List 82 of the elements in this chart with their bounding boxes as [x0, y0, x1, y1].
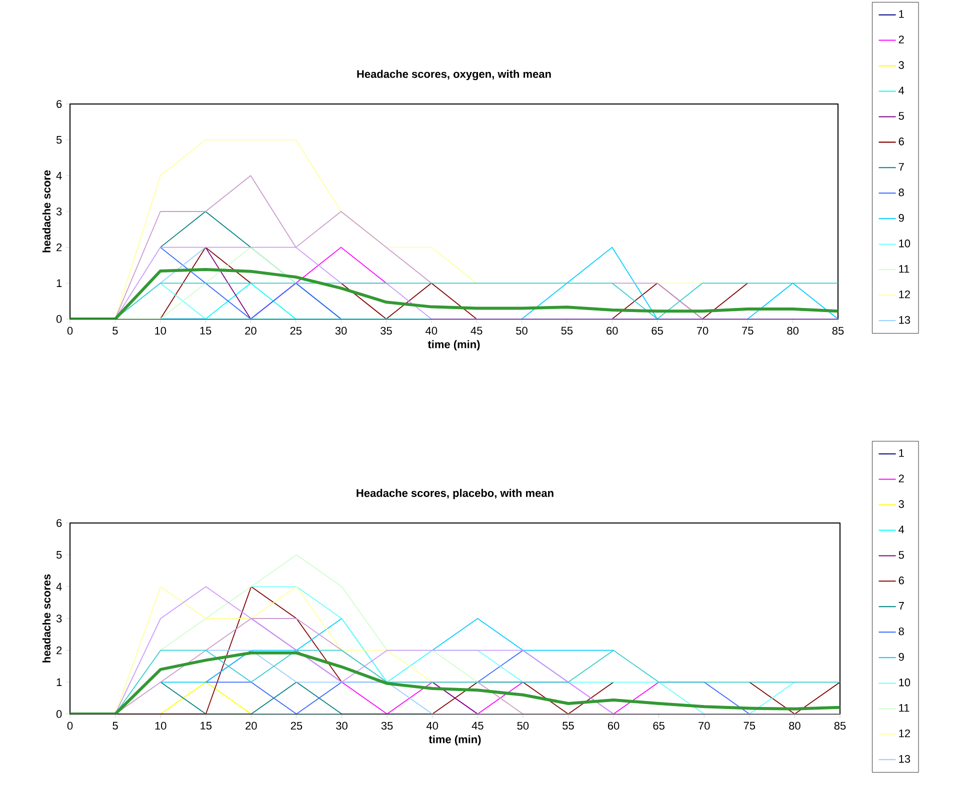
x-tick-label: 25: [290, 722, 302, 730]
legend-label: 5: [898, 551, 904, 559]
x-tick-label: 15: [200, 326, 212, 335]
legend-label: 8: [898, 627, 904, 636]
x-tick-label: 85: [834, 722, 846, 730]
y-tick-label: 4: [56, 582, 62, 590]
y-tick-label: 5: [56, 551, 62, 559]
y-tick-label: 6: [56, 100, 62, 108]
y-tick-label: 0: [56, 315, 62, 323]
x-tick-label: 60: [606, 326, 618, 335]
legend-label: 1: [899, 10, 904, 18]
legend-label: 7: [898, 602, 904, 610]
x-tick-label: 45: [470, 326, 482, 335]
x-tick-label: 35: [380, 326, 392, 335]
x-tick-label: 55: [562, 722, 574, 730]
x-tick-label: 75: [744, 722, 756, 730]
chart-title: Headache scores, placebo, with mean: [356, 488, 554, 500]
legend-label: 9: [898, 653, 904, 661]
x-tick-label: 0: [67, 326, 73, 335]
legend-label: 12: [899, 729, 910, 738]
legend-label: 8: [898, 188, 904, 196]
x-tick-label: 80: [789, 722, 800, 730]
x-axis-title: time (min): [428, 340, 480, 350]
x-tick-label: 65: [653, 722, 664, 730]
x-tick-label: 20: [245, 326, 256, 335]
x-tick-label: 70: [698, 722, 710, 730]
legend-label: 4: [898, 86, 904, 94]
legend-label: 13: [899, 755, 910, 763]
x-tick-label: 70: [696, 326, 708, 335]
x-tick-label: 30: [336, 722, 348, 730]
legend-label: 3: [898, 500, 904, 508]
x-tick-label: 60: [608, 722, 620, 730]
y-axis-title: headache scores: [42, 574, 50, 662]
x-tick-label: 20: [246, 722, 257, 730]
legend-label: 10: [899, 240, 910, 248]
y-tick-label: 5: [56, 136, 62, 144]
y-tick-label: 3: [56, 614, 62, 622]
x-tick-label: 35: [381, 722, 393, 730]
legend-label: 6: [898, 576, 904, 584]
x-tick-label: 10: [155, 326, 166, 335]
legend-label: 7: [898, 163, 904, 171]
chart-title: Headache scores, oxygen, with mean: [357, 70, 551, 80]
x-tick-label: 25: [290, 326, 302, 335]
legend-label: 2: [898, 474, 904, 482]
y-axis-title: headache score: [42, 170, 50, 252]
y-tick-label: 1: [56, 279, 62, 287]
legend-label: 3: [898, 61, 904, 69]
x-tick-label: 65: [652, 326, 663, 335]
x-tick-label: 0: [67, 722, 73, 730]
legend-label: 12: [899, 290, 910, 298]
y-tick-label: 1: [56, 678, 62, 686]
x-tick-label: 80: [787, 326, 799, 335]
x-tick-label: 10: [155, 722, 166, 730]
legend-label: 10: [899, 678, 910, 686]
legend-label: 2: [898, 36, 904, 44]
x-tick-label: 50: [517, 722, 529, 730]
y-tick-label: 4: [56, 172, 62, 180]
x-tick-label: 45: [472, 722, 484, 730]
x-tick-label: 15: [200, 722, 212, 730]
y-tick-label: 0: [56, 710, 62, 718]
x-tick-label: 85: [832, 326, 844, 335]
x-tick-label: 50: [516, 326, 528, 335]
x-tick-label: 40: [426, 326, 438, 335]
y-tick-label: 6: [56, 519, 62, 527]
y-tick-label: 3: [56, 208, 62, 216]
y-tick-label: 2: [56, 646, 62, 654]
x-tick-label: 5: [112, 722, 118, 730]
x-tick-label: 55: [561, 326, 573, 335]
legend-label: 1: [899, 449, 904, 457]
y-tick-label: 2: [56, 244, 62, 252]
legend-label: 5: [898, 112, 904, 120]
legend-label: 6: [898, 138, 904, 146]
legend-label: 4: [898, 526, 904, 534]
legend-label: 11: [899, 265, 910, 273]
x-tick-label: 40: [426, 722, 438, 730]
x-axis-title: time (min): [428, 735, 481, 746]
x-tick-label: 5: [112, 326, 118, 335]
x-tick-label: 30: [335, 326, 347, 335]
legend-label: 9: [898, 214, 904, 222]
legend-label: 13: [899, 316, 910, 324]
legend-label: 11: [899, 704, 910, 712]
x-tick-label: 75: [742, 326, 754, 335]
